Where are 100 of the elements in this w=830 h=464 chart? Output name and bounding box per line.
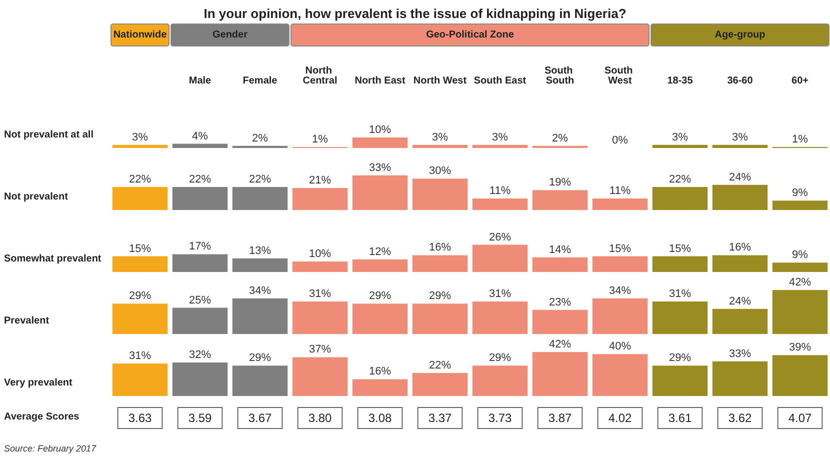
data-label: 16% xyxy=(428,242,452,254)
bar xyxy=(412,255,468,272)
data-label: 15% xyxy=(668,242,692,255)
data-label: 29% xyxy=(368,290,392,302)
data-label: 23% xyxy=(548,296,572,308)
bar xyxy=(112,256,168,272)
data-label: 29% xyxy=(428,290,452,302)
data-label: 10% xyxy=(368,124,392,136)
bar xyxy=(652,256,708,272)
bar xyxy=(412,144,468,148)
data-label: 3.63 xyxy=(128,411,152,425)
data-label: 10% xyxy=(308,248,332,260)
bar xyxy=(412,178,468,210)
y-axis-title: Somewhat prevalent xyxy=(4,254,102,264)
data-label: 12% xyxy=(368,246,392,258)
data-label: 0% xyxy=(612,134,628,146)
bar xyxy=(352,138,408,148)
bar xyxy=(652,302,708,334)
data-label: 19% xyxy=(548,176,572,189)
data-label: 22% xyxy=(668,173,692,186)
data-label: 31% xyxy=(668,288,692,300)
data-label: 29% xyxy=(248,352,272,364)
data-label: 30% xyxy=(428,165,452,178)
bar xyxy=(652,144,708,148)
bar xyxy=(772,262,828,272)
data-label: 4.02 xyxy=(608,411,632,425)
data-label: 9% xyxy=(792,249,808,262)
data-label: 29% xyxy=(488,352,512,364)
bar xyxy=(112,186,168,210)
data-label: 32% xyxy=(188,348,212,361)
data-label: 33% xyxy=(368,162,392,174)
data-label: 1% xyxy=(312,133,328,146)
bar xyxy=(112,304,168,334)
bar xyxy=(352,175,408,210)
chart-title: In your opinion, how prevalent is the issue of kidnapping in Nigeria? xyxy=(204,6,626,21)
data-label: 3% xyxy=(492,131,508,144)
bar xyxy=(292,188,348,210)
x-tick-label: 36-60 xyxy=(727,76,754,86)
data-label: 3% xyxy=(732,131,748,144)
data-label: 24% xyxy=(728,171,752,184)
data-label: 3.62 xyxy=(728,411,752,425)
data-label: 3% xyxy=(132,131,148,144)
data-label: 42% xyxy=(788,276,812,288)
bar xyxy=(412,304,468,334)
bar xyxy=(592,198,648,210)
bar xyxy=(712,308,768,334)
x-tick-label: North West xyxy=(413,76,468,86)
bar xyxy=(532,190,588,210)
x-tick-label: North Central xyxy=(302,66,338,86)
data-label: 31% xyxy=(308,288,332,300)
bar xyxy=(472,366,528,396)
data-label: 15% xyxy=(128,242,152,255)
data-label: 3.08 xyxy=(368,411,392,425)
bar xyxy=(472,144,528,148)
text: Average Scores xyxy=(4,412,80,422)
data-label: 16% xyxy=(728,242,752,254)
x-tick-label: South East xyxy=(474,76,527,86)
data-label: 3% xyxy=(432,131,448,144)
data-label: 17% xyxy=(188,240,212,253)
x-tick-label: Male xyxy=(188,76,212,86)
bar xyxy=(652,366,708,396)
x-tick-label: South South xyxy=(544,66,576,86)
bar xyxy=(352,259,408,272)
data-label: 2% xyxy=(552,132,568,144)
data-label: 3.61 xyxy=(668,411,692,425)
data-label: 22% xyxy=(188,173,212,186)
bar xyxy=(352,379,408,396)
data-label: 24% xyxy=(728,295,752,308)
data-label: 3.59 xyxy=(188,411,212,425)
data-label: 21% xyxy=(308,174,332,186)
data-label: 1% xyxy=(792,133,808,146)
y-axis-title: Not prevalent at all xyxy=(4,130,94,140)
data-label: 2% xyxy=(252,132,268,144)
bar xyxy=(292,357,348,396)
bar xyxy=(412,372,468,396)
y-axis-title: Very prevalent xyxy=(4,378,74,388)
bar xyxy=(232,366,288,396)
bar xyxy=(712,184,768,210)
data-label: 31% xyxy=(488,288,512,300)
y-axis-title: Prevalent xyxy=(4,316,50,326)
bar xyxy=(772,200,828,210)
data-label: 33% xyxy=(728,348,752,360)
text: Gender xyxy=(212,30,248,40)
bar xyxy=(712,144,768,148)
data-label: 3% xyxy=(672,131,688,144)
bar xyxy=(292,302,348,334)
bar xyxy=(232,258,288,272)
data-label: 22% xyxy=(248,173,272,186)
bar xyxy=(532,310,588,334)
data-label: 34% xyxy=(248,284,272,297)
data-label: 4% xyxy=(192,130,208,142)
data-label: 3.87 xyxy=(548,411,572,425)
data-label: 22% xyxy=(428,359,452,372)
x-tick-label: 60+ xyxy=(792,76,809,86)
data-label: 3.67 xyxy=(248,411,272,425)
bar xyxy=(112,364,168,396)
bar xyxy=(532,257,588,272)
bar xyxy=(712,361,768,396)
data-label: 31% xyxy=(128,350,152,362)
bar xyxy=(592,256,648,272)
